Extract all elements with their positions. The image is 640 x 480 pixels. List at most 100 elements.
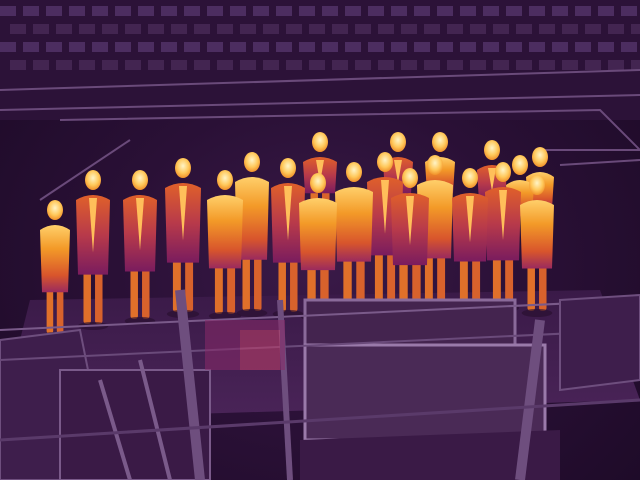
seat bbox=[309, 60, 325, 70]
seat bbox=[368, 42, 384, 52]
person-head bbox=[47, 200, 63, 220]
seat bbox=[598, 42, 614, 52]
seat bbox=[460, 42, 476, 52]
seat bbox=[332, 24, 348, 34]
person-shirt bbox=[394, 160, 402, 183]
seat bbox=[161, 6, 177, 16]
person bbox=[520, 175, 554, 317]
seat bbox=[125, 24, 141, 34]
person bbox=[235, 152, 269, 317]
person-leg bbox=[278, 253, 286, 312]
person-head bbox=[495, 162, 511, 182]
person-head bbox=[529, 175, 545, 195]
seat bbox=[401, 24, 417, 34]
seat bbox=[194, 24, 210, 34]
person bbox=[452, 168, 488, 310]
person-shirt bbox=[488, 168, 496, 191]
person-head bbox=[310, 173, 326, 193]
seat bbox=[575, 6, 591, 16]
person-head bbox=[390, 132, 406, 152]
seat bbox=[102, 60, 118, 70]
person-shadow bbox=[521, 309, 553, 317]
person-shirt bbox=[406, 196, 414, 246]
person-shadow bbox=[208, 312, 242, 320]
seat bbox=[217, 24, 233, 34]
person-shirt bbox=[316, 160, 324, 183]
person bbox=[391, 168, 429, 316]
person-leg bbox=[254, 250, 262, 311]
seat bbox=[378, 60, 394, 70]
person-torso bbox=[40, 225, 70, 293]
person-head bbox=[175, 158, 191, 178]
seat bbox=[0, 6, 16, 16]
person-leg bbox=[399, 256, 408, 310]
seat bbox=[631, 24, 640, 34]
person-leg bbox=[459, 253, 468, 304]
seat bbox=[92, 6, 108, 16]
seat bbox=[552, 42, 568, 52]
seat bbox=[240, 60, 256, 70]
seat bbox=[437, 42, 453, 52]
seat bbox=[470, 24, 486, 34]
person-head bbox=[402, 168, 418, 188]
person-leg bbox=[412, 256, 421, 310]
seat bbox=[230, 6, 246, 16]
person-shirt bbox=[136, 198, 144, 251]
person-leg bbox=[227, 260, 236, 314]
seat bbox=[506, 6, 522, 16]
seat bbox=[424, 24, 440, 34]
person-leg bbox=[356, 253, 365, 308]
seat bbox=[115, 6, 131, 16]
person-head bbox=[217, 170, 233, 190]
seat bbox=[184, 6, 200, 16]
seat bbox=[598, 6, 614, 16]
seat bbox=[263, 24, 279, 34]
person-head bbox=[85, 170, 101, 190]
seat bbox=[253, 42, 269, 52]
seat bbox=[171, 60, 187, 70]
person-leg bbox=[214, 260, 223, 314]
seat bbox=[483, 6, 499, 16]
person-leg bbox=[492, 252, 501, 306]
seat bbox=[69, 6, 85, 16]
seat bbox=[368, 6, 384, 16]
seat bbox=[575, 42, 591, 52]
seat bbox=[539, 24, 555, 34]
seat bbox=[447, 24, 463, 34]
person bbox=[271, 158, 305, 318]
seat bbox=[562, 24, 578, 34]
seat bbox=[401, 60, 417, 70]
person-leg bbox=[290, 253, 298, 312]
person-torso bbox=[299, 198, 337, 271]
person-leg bbox=[374, 246, 383, 304]
seat bbox=[46, 42, 62, 52]
person-head bbox=[312, 132, 328, 152]
seat bbox=[414, 6, 430, 16]
seat bbox=[621, 6, 637, 16]
seat bbox=[69, 42, 85, 52]
people-group bbox=[40, 132, 554, 340]
seat bbox=[621, 42, 637, 52]
seat bbox=[79, 60, 95, 70]
seat bbox=[184, 42, 200, 52]
seat bbox=[585, 24, 601, 34]
person-leg bbox=[83, 265, 91, 324]
person-torso bbox=[235, 177, 269, 260]
person-leg bbox=[142, 262, 150, 319]
seat bbox=[424, 60, 440, 70]
seat bbox=[355, 60, 371, 70]
seat bbox=[378, 24, 394, 34]
seat bbox=[161, 42, 177, 52]
seat bbox=[148, 60, 164, 70]
person-shirt bbox=[466, 196, 474, 243]
seat bbox=[345, 6, 361, 16]
seat bbox=[506, 42, 522, 52]
seat bbox=[56, 24, 72, 34]
person-leg bbox=[505, 252, 514, 306]
person-head bbox=[512, 155, 528, 175]
seat bbox=[276, 42, 292, 52]
seat bbox=[309, 24, 325, 34]
seat bbox=[217, 60, 233, 70]
seat bbox=[493, 60, 509, 70]
person-shirt bbox=[179, 186, 187, 241]
